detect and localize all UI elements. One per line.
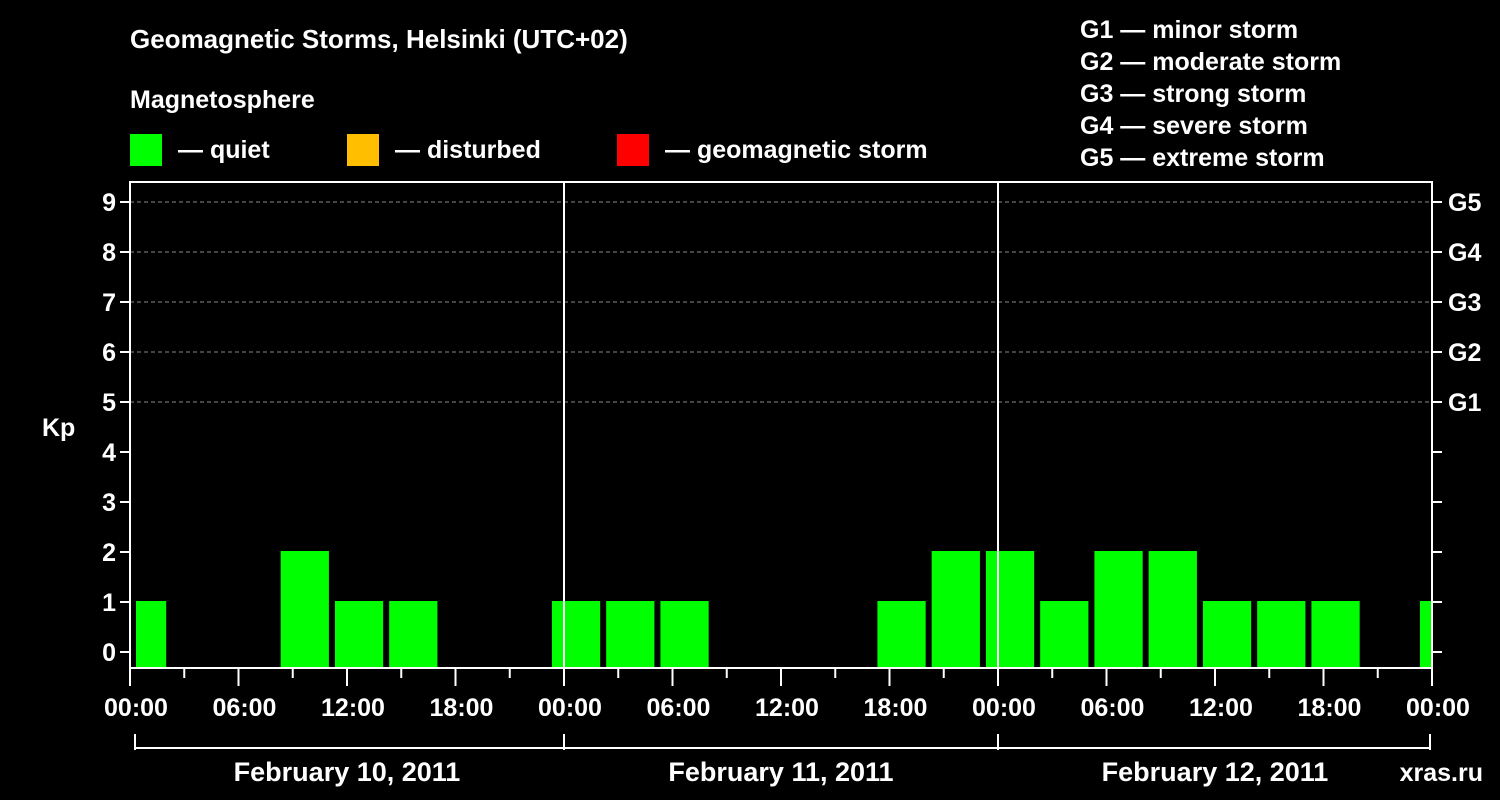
y-tick-label-5: 5 [102,389,116,417]
x-tick-label-1: 06:00 [213,694,277,722]
kp-bar-3 [389,601,438,668]
storm-scale-g2: G2 — moderate storm [1080,48,1342,76]
storm-scale-g1: G1 — minor storm [1080,16,1299,44]
chart-title: Geomagnetic Storms, Helsinki (UTC+02) [130,24,628,54]
kp-bar-6 [660,601,709,668]
kp-bar-9 [985,551,1035,668]
legend-swatch-disturbed [347,134,379,166]
storm-scale-g5: G5 — extreme storm [1080,144,1325,172]
x-tick-label-0: 00:00 [104,694,168,722]
kp-bar-1 [280,551,329,668]
x-tick-label-3: 18:00 [430,694,494,722]
y-tick-label-7: 7 [102,289,116,317]
y-tick-label-0: 0 [102,639,116,667]
legend-item-disturbed: — disturbed [347,133,541,167]
y-tick-label-9: 9 [102,189,116,217]
legend-item-storm: — geomagnetic storm [617,133,928,167]
storm-scale-g3: G3 — strong storm [1080,80,1307,108]
kp-bar-12 [1148,551,1197,668]
kp-bar-5 [606,601,655,668]
x-tick-label-12: 00:00 [1406,694,1470,722]
y-tick-label-2: 2 [102,539,116,567]
kp-bar-8 [931,551,980,668]
day-label-2: February 12, 2011 [1102,757,1329,787]
kp-bar-0 [136,601,167,668]
y-tick-label-8: 8 [102,239,116,267]
y-tick-label-1: 1 [102,589,116,617]
x-tick-label-5: 06:00 [647,694,711,722]
kp-bar-15 [1311,601,1360,668]
storm-scale-g4: G4 — severe storm [1080,112,1308,140]
kp-bar-14 [1257,601,1306,668]
legend-swatch-storm [617,134,649,166]
kp-bar-4 [551,601,601,668]
right-axis-label-g4: G4 [1448,239,1481,267]
right-axis-label-g5: G5 [1448,189,1481,217]
right-axis-label-g2: G2 [1448,339,1481,367]
kp-bar-16 [1419,601,1432,668]
legend-title: Magnetosphere [130,86,315,114]
legend-label-disturbed: — disturbed [395,135,541,164]
kp-bar-7 [877,601,926,668]
x-tick-label-2: 12:00 [321,694,385,722]
x-tick-label-8: 00:00 [972,694,1036,722]
y-tick-label-6: 6 [102,339,116,367]
x-tick-label-6: 12:00 [755,694,819,722]
y-axis-label: Kp [42,414,75,442]
right-axis-label-g3: G3 [1448,289,1481,317]
kp-bar-2 [334,601,384,668]
watermark-text: xras.ru [1400,759,1483,787]
day-label-0: February 10, 2011 [234,757,461,787]
right-axis-label-g1: G1 [1448,389,1481,417]
y-tick-label-3: 3 [102,489,116,517]
x-tick-label-11: 18:00 [1298,694,1362,722]
x-tick-label-9: 06:00 [1081,694,1145,722]
x-tick-label-4: 00:00 [538,694,602,722]
legend-label-storm: — geomagnetic storm [665,135,928,164]
legend-label-quiet: — quiet [178,135,270,164]
kp-bar-13 [1202,601,1252,668]
day-label-1: February 11, 2011 [668,757,893,787]
legend-item-quiet: — quiet [130,133,270,167]
x-tick-label-7: 18:00 [864,694,928,722]
kp-bar-10 [1040,601,1089,668]
legend-swatch-quiet [130,134,162,166]
kp-bar-11 [1094,551,1143,668]
storm-scale-legend: G1 — minor storm G2 — moderate storm G3 … [1080,14,1341,174]
y-tick-label-4: 4 [102,439,116,467]
x-tick-label-10: 12:00 [1189,694,1253,722]
